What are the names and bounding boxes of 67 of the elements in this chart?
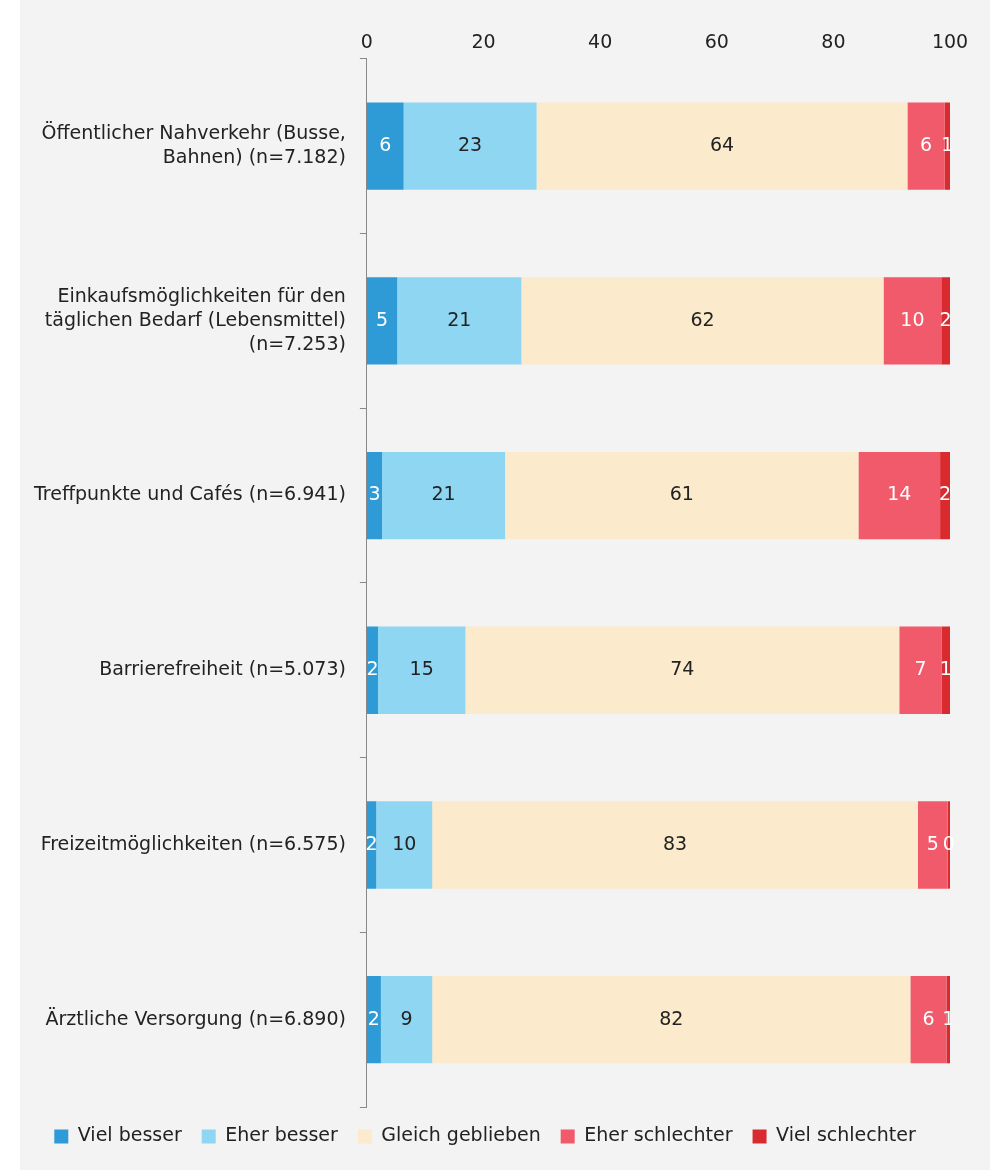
- bar: [397, 277, 522, 365]
- y-tick-label: Freizeitmöglichkeiten (n=6.575): [40, 831, 346, 854]
- data-label: 6: [379, 133, 392, 156]
- legend-label: Eher besser: [225, 1123, 339, 1146]
- data-label: 74: [670, 657, 695, 680]
- bar: [403, 102, 537, 190]
- data-label: 2: [365, 831, 378, 854]
- bar: [376, 801, 433, 889]
- bar: [366, 626, 378, 714]
- bar: [465, 626, 900, 714]
- x-tick-label: 60: [704, 30, 729, 53]
- data-label: 2: [939, 307, 952, 330]
- data-label: 23: [458, 133, 483, 156]
- data-label: 2: [939, 482, 952, 505]
- x-tick-label: 100: [931, 30, 969, 53]
- data-label: 62: [690, 307, 715, 330]
- y-tick-label: Barrierefreiheit (n=5.073): [99, 657, 346, 680]
- data-label: 2: [366, 657, 379, 680]
- y-tick-label: Einkaufsmöglichkeiten für den täglichen Bedarf (Lebensmittel) (n=7.253): [44, 284, 346, 354]
- data-label: 2: [367, 1006, 380, 1029]
- legend-label: Eher schlechter: [584, 1123, 733, 1146]
- bar: [377, 626, 466, 714]
- data-label: 7: [914, 657, 927, 680]
- data-label: 10: [392, 831, 417, 854]
- data-label: 3: [368, 482, 381, 505]
- data-label: 15: [409, 657, 434, 680]
- bar: [940, 451, 950, 540]
- bar: [366, 975, 381, 1064]
- bar: [899, 626, 942, 714]
- data-label: 10: [900, 307, 925, 330]
- y-tick-label: Ärztliche Versorgung (n=6.890): [45, 1006, 346, 1029]
- bar: [366, 451, 383, 540]
- bar: [432, 801, 918, 889]
- x-tick-label: 20: [471, 30, 496, 53]
- bar: [858, 451, 941, 540]
- data-label: 83: [662, 831, 688, 854]
- y-tick-label: Treffpunkte und Cafés (n=6.941): [33, 482, 346, 505]
- data-label: 5: [926, 831, 939, 854]
- bar: [536, 102, 908, 190]
- data-label: 61: [669, 482, 694, 505]
- bar: [432, 975, 911, 1064]
- data-label: 14: [887, 482, 912, 505]
- data-label: 64: [709, 133, 735, 156]
- bar: [366, 102, 404, 190]
- data-label: 6: [920, 133, 933, 156]
- bar: [883, 277, 942, 365]
- data-label: 6: [922, 1006, 935, 1029]
- legend-label: Gleich geblieben: [381, 1123, 541, 1146]
- x-tick-label: 40: [588, 30, 613, 53]
- bar: [941, 277, 950, 365]
- data-label: 21: [431, 482, 456, 505]
- bar: [382, 451, 506, 540]
- data-label: 1: [939, 657, 952, 680]
- data-label: 5: [376, 307, 389, 330]
- bar: [366, 277, 398, 365]
- legend-label: Viel besser: [77, 1123, 182, 1146]
- data-label: 9: [400, 1006, 413, 1029]
- bar: [505, 451, 859, 540]
- x-tick-label: 80: [821, 30, 846, 53]
- data-label: 82: [659, 1006, 684, 1029]
- y-tick-label: Öffentlicher Nahverkehr (Busse, Bahnen) (n=7.182): [41, 121, 346, 167]
- bar: [380, 975, 433, 1064]
- x-tick-label: 0: [360, 30, 373, 53]
- bar: [521, 277, 884, 365]
- bar: [907, 102, 945, 190]
- data-label: 21: [447, 307, 472, 330]
- legend-label: Viel schlechter: [776, 1123, 916, 1146]
